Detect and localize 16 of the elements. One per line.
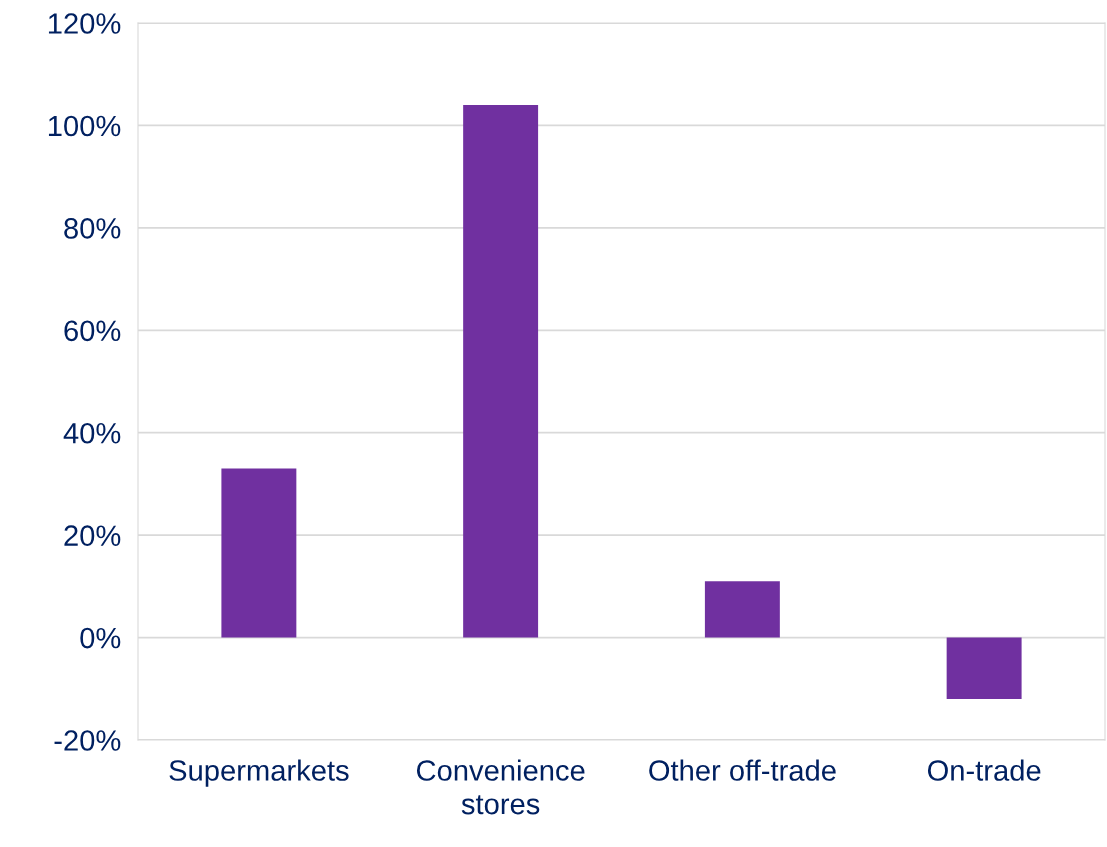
y-tick-label: 40% xyxy=(63,422,121,444)
x-tick-label: Convenience stores xyxy=(416,759,585,815)
y-tick-label: 80% xyxy=(64,218,121,239)
x-tick-label: Other off-trade xyxy=(649,759,836,781)
y-tick-label: -20% xyxy=(54,730,121,751)
bar xyxy=(704,581,780,638)
y-tick-label: 0% xyxy=(80,627,121,649)
bar xyxy=(221,468,297,638)
y-tick-label: 100% xyxy=(48,115,121,137)
x-tick-label: On-trade xyxy=(927,759,1041,781)
x-tick-label: Supermarkets xyxy=(169,759,349,787)
y-tick-label: 120% xyxy=(48,13,121,34)
y-tick-label: 20% xyxy=(64,525,121,546)
bar xyxy=(463,104,539,638)
bar xyxy=(946,637,1022,700)
y-tick-label: 60% xyxy=(64,320,121,342)
